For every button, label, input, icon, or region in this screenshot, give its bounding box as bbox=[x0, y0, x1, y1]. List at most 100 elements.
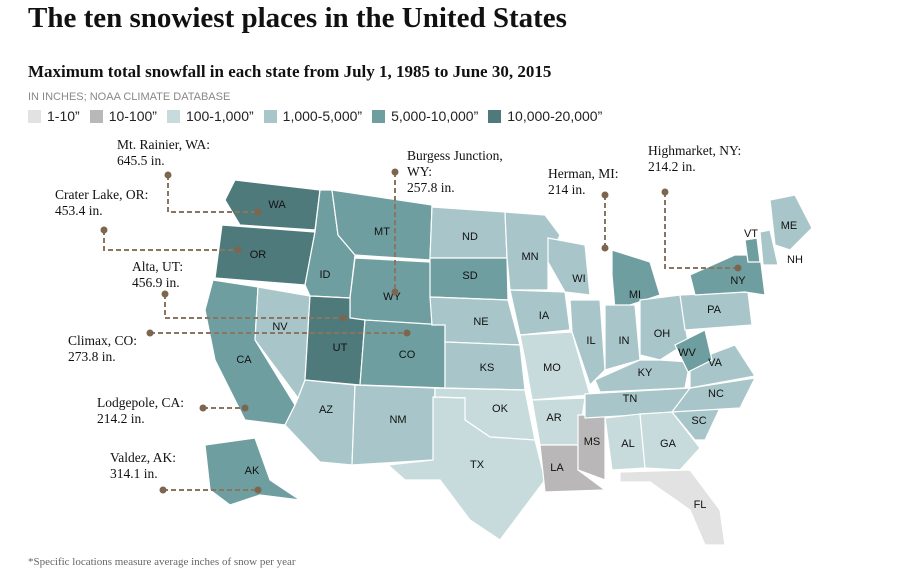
legend-label: 5,000-10,000” bbox=[391, 108, 479, 124]
state-label: TN bbox=[623, 393, 638, 405]
location-value: 214 in. bbox=[548, 182, 586, 197]
callout-dot bbox=[241, 404, 249, 412]
location-name: Valdez, AK: bbox=[110, 450, 176, 465]
footnote: *Specific locations measure average inch… bbox=[28, 556, 296, 568]
callout: Lodgepole, CA: 214.2 in. bbox=[97, 395, 184, 427]
callout: Valdez, AK: 314.1 in. bbox=[110, 450, 176, 482]
callout-dot bbox=[601, 191, 609, 199]
state-label: OR bbox=[250, 249, 267, 261]
legend-item: 5,000-10,000” bbox=[372, 108, 478, 124]
location-name: Climax, CO: bbox=[68, 333, 138, 348]
legend-swatch bbox=[166, 109, 180, 123]
state bbox=[547, 237, 591, 296]
legend-swatch bbox=[28, 109, 41, 123]
state-label: ME bbox=[781, 220, 798, 232]
location-value: 645.5 in. bbox=[117, 153, 165, 168]
callout-dot bbox=[391, 288, 399, 296]
state-label: MS bbox=[584, 436, 601, 448]
location-name: Burgess Junction, WY: bbox=[407, 148, 503, 179]
state-label: VA bbox=[708, 357, 723, 369]
legend-label: 10,000-20,000” bbox=[507, 108, 603, 124]
legend-label: 10-100” bbox=[108, 108, 157, 124]
state bbox=[639, 411, 701, 471]
state bbox=[224, 179, 321, 231]
state-label: IA bbox=[539, 310, 550, 322]
state-label: NH bbox=[787, 254, 803, 266]
state bbox=[689, 254, 766, 296]
state-label: AZ bbox=[319, 404, 333, 416]
state bbox=[331, 189, 433, 261]
state-label: FL bbox=[694, 499, 707, 511]
legend-item: 10-100” bbox=[89, 108, 157, 124]
location-value: 257.8 in. bbox=[407, 180, 455, 195]
state-label: AK bbox=[245, 465, 260, 477]
location-value: 456.9 in. bbox=[132, 275, 180, 290]
state-label: UT bbox=[333, 342, 348, 354]
location-value: 214.2 in. bbox=[648, 159, 696, 174]
state-label: GA bbox=[660, 438, 677, 450]
callout-dot bbox=[161, 290, 169, 298]
callout-line bbox=[103, 230, 238, 251]
callout: Alta, UT: 456.9 in. bbox=[132, 259, 183, 291]
state-label: WI bbox=[572, 273, 585, 285]
callout-dot bbox=[164, 171, 172, 179]
state bbox=[674, 329, 713, 373]
state-label: MO bbox=[543, 362, 561, 374]
callout: Herman, MI: 214 in. bbox=[548, 166, 618, 198]
state bbox=[509, 289, 571, 336]
callout-line bbox=[664, 192, 738, 269]
legend-swatch bbox=[263, 109, 277, 123]
state-label: CA bbox=[236, 354, 252, 366]
legend-item: 1-10” bbox=[28, 108, 80, 124]
state bbox=[744, 237, 761, 263]
state bbox=[670, 377, 757, 413]
legend-swatch bbox=[372, 109, 386, 123]
state-label: TX bbox=[470, 459, 485, 471]
state-label: AL bbox=[621, 438, 634, 450]
callout: Climax, CO: 273.8 in. bbox=[68, 333, 137, 365]
callout-dot bbox=[391, 168, 399, 176]
state-label: WA bbox=[268, 199, 286, 211]
callout: Highmarket, NY: 214.2 in. bbox=[648, 143, 741, 175]
state-label: SD bbox=[462, 270, 477, 282]
legend-item: 1,000-5,000” bbox=[263, 108, 363, 124]
callout-line bbox=[167, 175, 258, 213]
location-name: Highmarket, NY: bbox=[648, 143, 742, 158]
state-label: OK bbox=[492, 403, 509, 415]
legend-label: 1-10” bbox=[47, 108, 80, 124]
state-label: AR bbox=[546, 412, 561, 424]
legend: 1-10” 10-100” 100-1,000” 1,000-5,000” 5,000-… bbox=[28, 108, 612, 124]
legend-item: 100-1,000” bbox=[166, 108, 254, 124]
state bbox=[386, 396, 546, 541]
state bbox=[769, 194, 813, 251]
state-label: NM bbox=[389, 414, 406, 426]
callout-dot bbox=[159, 486, 167, 494]
legend-label: 1,000-5,000” bbox=[282, 108, 363, 124]
state-label: IN bbox=[619, 335, 630, 347]
state-label: CO bbox=[399, 349, 416, 361]
state bbox=[639, 294, 689, 361]
state-label: VT bbox=[744, 228, 758, 240]
state-label: KY bbox=[638, 367, 653, 379]
state bbox=[569, 299, 606, 387]
callout-dot bbox=[199, 404, 207, 412]
callout: Crater Lake, OR: 453.4 in. bbox=[55, 187, 148, 219]
callout: Mt. Rainier, WA: 645.5 in. bbox=[117, 137, 210, 169]
state bbox=[611, 249, 661, 311]
callout: Burgess Junction, WY: 257.8 in. bbox=[407, 148, 507, 196]
callout-dot bbox=[100, 226, 108, 234]
callout-dot bbox=[403, 329, 411, 337]
state bbox=[759, 229, 779, 266]
legend-swatch bbox=[89, 109, 103, 123]
state-label: NY bbox=[730, 275, 746, 287]
callout-line bbox=[164, 294, 343, 319]
location-name: Alta, UT: bbox=[132, 259, 184, 274]
location-name: Mt. Rainier, WA: bbox=[117, 137, 210, 152]
location-name: Herman, MI: bbox=[548, 166, 619, 181]
location-value: 453.4 in. bbox=[55, 203, 103, 218]
state bbox=[204, 437, 301, 506]
state-label: NE bbox=[473, 316, 488, 328]
state-label: NC bbox=[708, 388, 724, 400]
location-value: 273.8 in. bbox=[68, 349, 116, 364]
